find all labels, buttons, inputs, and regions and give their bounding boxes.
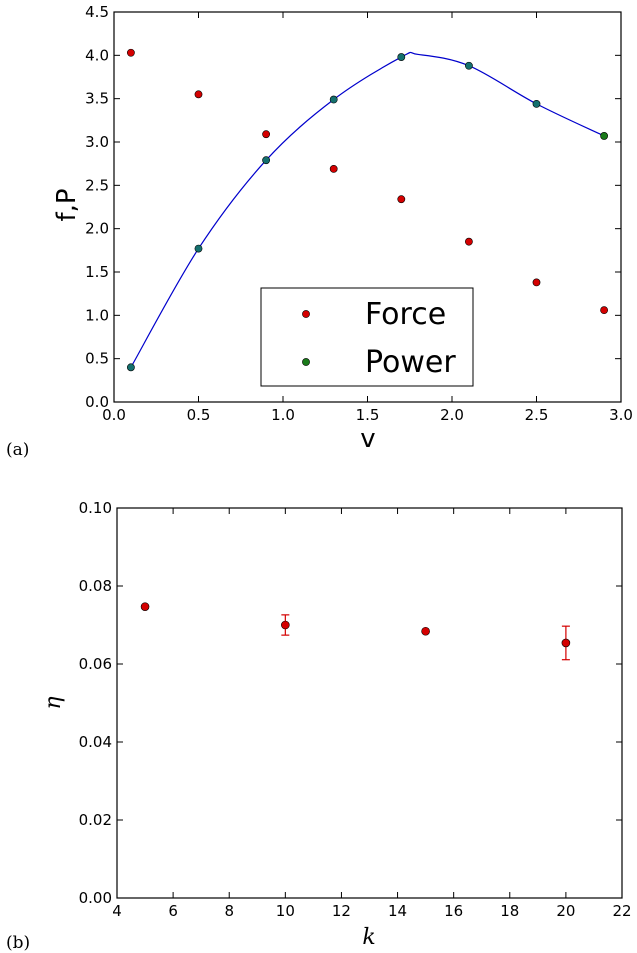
y-tick-label: 4.5	[85, 3, 109, 21]
x-tick-label: 6	[168, 902, 178, 920]
panel-a: 0.0 0.5 1.0 1.5 2.0 2.5 3.0 0.0 0.5 1.0 1.5 2.0 2.5 3…	[6, 3, 633, 460]
eta-point	[561, 638, 571, 648]
force-point	[397, 195, 406, 204]
y-tick-label: 4.0	[85, 46, 109, 64]
y-tick-label: 0.02	[79, 811, 112, 829]
legend: Force Power	[260, 287, 474, 387]
power-point	[464, 61, 473, 70]
x-tick-label: 0.5	[187, 406, 211, 424]
x-tick-label: 1.5	[356, 406, 380, 424]
x-tick-label: 3.0	[609, 406, 633, 424]
force-point	[464, 237, 473, 246]
y-tick-label: 2.5	[85, 176, 109, 194]
y-tick-label: 0.00	[79, 889, 112, 907]
x-tick-label: 20	[556, 902, 575, 920]
legend-power-marker	[302, 358, 310, 366]
y-tick-label: 3.5	[85, 90, 109, 108]
y-tick-label: 1.5	[85, 263, 109, 281]
panel-b: 4 6 8 10 12 14 16 18 20 22 0.00 0.02 0.04 0.06 0.08 0.1…	[6, 499, 632, 953]
x-tick-label: 1.0	[271, 406, 295, 424]
force-point	[329, 164, 338, 173]
panel-a-x-axis-label: v	[360, 424, 375, 454]
panel-b-x-axis-label: k	[362, 925, 375, 950]
x-tick-label: 14	[388, 902, 407, 920]
force-point	[532, 278, 541, 287]
x-tick-label: 12	[332, 902, 351, 920]
y-tick-label: 2.0	[85, 220, 109, 238]
legend-power-label: Power	[365, 345, 456, 380]
power-point	[397, 53, 406, 61]
power-point	[194, 244, 203, 253]
power-point	[126, 363, 135, 372]
panel-b-plot-frame	[116, 507, 623, 899]
x-tick-label: 22	[612, 902, 631, 920]
y-tick-label: 0.06	[79, 655, 112, 673]
x-tick-label: 8	[224, 902, 234, 920]
panel-a-y-axis-label: f,P	[52, 188, 82, 221]
force-point	[262, 130, 270, 139]
y-tick-label: 0.04	[79, 733, 112, 751]
power-point	[600, 132, 608, 140]
force-point	[194, 90, 203, 99]
y-tick-label: 3.0	[85, 133, 109, 151]
x-tick-label: 10	[276, 902, 295, 920]
power-point	[329, 95, 338, 104]
eta-point	[421, 626, 430, 636]
x-tick-label: 2.0	[440, 406, 464, 424]
legend-force-label: Force	[365, 297, 446, 332]
x-tick-label: 2.5	[525, 406, 549, 424]
panel-b-ticks: 4 6 8 10 12 14 16 18 20 22 0.00 0.02 0.04 0.06 0.08 0.1…	[79, 499, 632, 920]
x-tick-label: 18	[500, 902, 519, 920]
eta-point	[140, 602, 150, 611]
y-tick-label: 0.5	[85, 350, 109, 368]
panel-a-points	[126, 48, 608, 372]
x-tick-label: 16	[444, 902, 463, 920]
panel-b-y-axis-label: η	[41, 696, 66, 709]
y-tick-label: 0.08	[79, 577, 112, 595]
force-point	[126, 48, 135, 57]
panel-b-points	[140, 602, 571, 661]
panel-a-label: (a)	[6, 440, 29, 460]
eta-point	[281, 620, 290, 630]
power-point	[262, 156, 270, 165]
power-point	[532, 99, 541, 108]
x-tick-label: 0.0	[102, 406, 126, 424]
y-tick-label: 1.0	[85, 306, 109, 324]
panel-a-ticks: 0.0 0.5 1.0 1.5 2.0 2.5 3.0 0.0 0.5 1.0 1.5 2.0 2.5 3…	[85, 3, 633, 424]
legend-box	[260, 287, 474, 387]
force-point	[600, 306, 608, 315]
y-tick-label: 0.0	[85, 393, 109, 411]
panel-b-label: (b)	[6, 933, 30, 953]
legend-force-marker	[302, 310, 310, 318]
x-tick-label: 4	[112, 902, 122, 920]
y-tick-label: 0.10	[79, 499, 112, 517]
